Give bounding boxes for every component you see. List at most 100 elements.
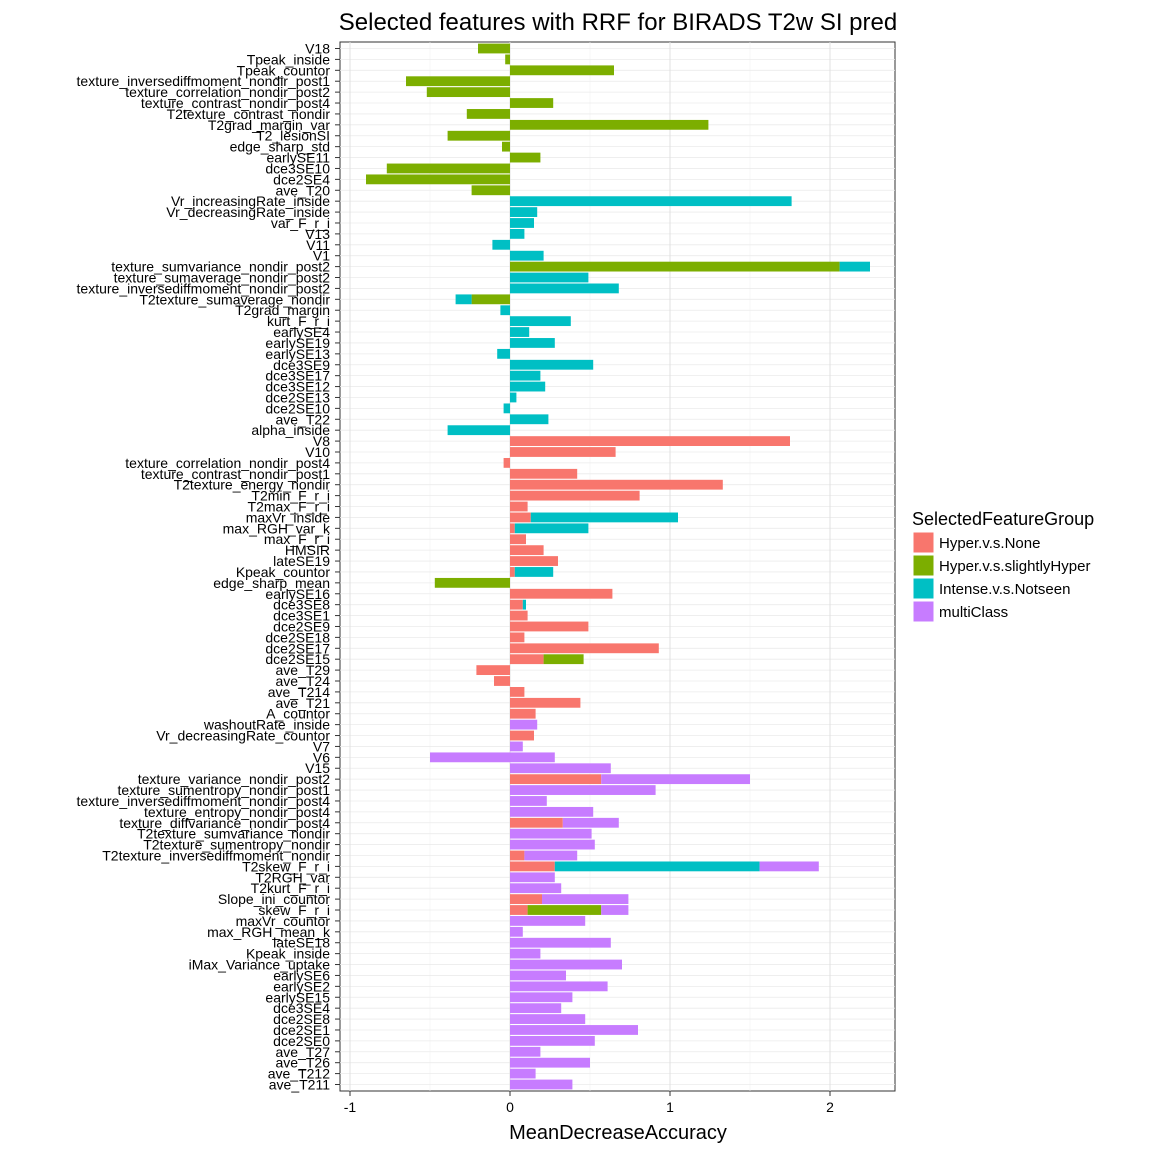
y-tick-label: T2texture_energy_nondir <box>174 477 331 493</box>
y-tick-label: V6 <box>313 749 330 765</box>
bar-segment <box>497 348 510 359</box>
bar-segment <box>500 305 510 316</box>
y-tick-label: maxVr_inside <box>246 509 331 525</box>
bar-segment <box>510 512 531 523</box>
bar-segment <box>466 109 510 119</box>
bar-segment <box>503 457 510 468</box>
bar-segment <box>510 861 555 872</box>
y-tick-label: lateSE19 <box>273 553 330 569</box>
bar-segment <box>510 588 613 599</box>
bar-segment <box>839 261 870 272</box>
bar-segment <box>510 381 546 392</box>
y-tick-label: edge_sharp_mean <box>213 575 330 591</box>
bar-segment <box>510 218 534 228</box>
bar-segment <box>510 414 549 425</box>
bar-segment <box>503 403 510 414</box>
y-tick-label: earlySE11 <box>266 150 330 166</box>
y-tick-label: texture_entropy_nondir_post4 <box>144 804 330 820</box>
bar-segment <box>510 839 595 850</box>
y-tick-label: earlySE2 <box>273 978 330 994</box>
y-tick-label: earlySE19 <box>265 335 330 351</box>
bar-segment <box>542 894 629 905</box>
y-tick-label: texture_sumentropy_nondir_post1 <box>118 782 331 798</box>
y-tick-label: texture_contrast_nondir_post4 <box>141 95 330 111</box>
x-tick-label: 0 <box>506 1099 514 1115</box>
bar-segment <box>510 763 611 774</box>
bar-segment <box>510 1035 595 1046</box>
y-tick-label: Slope_ini_countor <box>218 891 330 907</box>
bar-segment <box>510 632 525 643</box>
y-tick-label: earlySE13 <box>265 346 330 362</box>
bar-segment <box>510 970 566 981</box>
y-tick-label: dce3SE8 <box>273 597 330 613</box>
bar-segment <box>510 894 542 905</box>
y-tick-label: dce3SE4 <box>273 1000 330 1016</box>
x-axis-title: MeanDecreaseAccuracy <box>509 1122 727 1144</box>
y-tick-label: Vr_decreasingRate_countor <box>156 728 330 744</box>
bar-segment <box>510 817 563 828</box>
bar-segment <box>522 599 526 610</box>
bar-segment <box>510 654 544 665</box>
y-tick-label: earlySE15 <box>265 989 330 1005</box>
bar-segment <box>510 1057 590 1068</box>
y-tick-label: V13 <box>305 226 330 242</box>
y-tick-label: T2_lesionSI <box>256 128 330 144</box>
y-tick-label: V1 <box>313 248 330 264</box>
y-tick-label: dce2SE15 <box>265 651 330 667</box>
legend-title: SelectedFeatureGroup <box>912 509 1094 529</box>
bar-segment <box>492 239 510 250</box>
bar-segment <box>510 119 709 130</box>
bar-segment <box>510 436 790 446</box>
bar-segment <box>510 708 536 719</box>
bar-segment <box>510 534 526 545</box>
bar-segment <box>510 730 534 741</box>
y-tick-label: T2grad_margin <box>235 302 330 318</box>
bar-segment <box>510 741 523 752</box>
bar-segment <box>510 392 517 403</box>
y-tick-label: V15 <box>305 760 330 776</box>
y-tick-label: texture_inversediffmoment_nondir_post1 <box>77 73 331 89</box>
bar-segment <box>510 599 523 610</box>
bar-segment <box>510 359 594 370</box>
bar-segment <box>494 676 510 686</box>
bar-segment <box>510 338 555 348</box>
y-tick-label: dce3SE10 <box>265 160 330 176</box>
bar-segment <box>510 98 554 108</box>
y-tick-label: dce2SE13 <box>265 389 330 405</box>
y-tick-label: ave_T26 <box>276 1055 331 1071</box>
bar-segment <box>510 567 515 577</box>
y-tick-label: dce3SE1 <box>273 608 330 624</box>
bar-segment <box>510 447 616 457</box>
bar-segment <box>510 261 840 272</box>
bar-segment <box>562 817 619 828</box>
bar-segment <box>510 643 659 654</box>
x-tick-label: 1 <box>666 1099 674 1115</box>
bar-segment <box>510 523 515 534</box>
y-tick-label: texture_diffvariance_nondir_post4 <box>119 815 330 831</box>
y-tick-label: T2texture_inversediffmoment_nondir <box>102 847 330 863</box>
y-tick-label: dce3SE12 <box>265 379 330 395</box>
bar-segment <box>543 654 584 665</box>
y-tick-label: ave_T21 <box>276 695 331 711</box>
bar-segment <box>510 468 578 479</box>
bar-segment <box>510 196 792 207</box>
legend-label: Hyper.v.s.None <box>939 535 1040 552</box>
bar-segment <box>759 861 819 872</box>
bar-segment <box>455 294 472 305</box>
bar-segment <box>510 479 723 490</box>
bar-segment <box>530 512 678 523</box>
grid-lines <box>340 42 895 1091</box>
bar-segment <box>366 174 510 185</box>
y-tick-label: skew_F_r_i <box>258 902 330 918</box>
y-tick-label: texture_contrast_nondir_post1 <box>141 466 330 482</box>
bar-segment <box>510 916 586 926</box>
y-tick-label: ave_T211 <box>269 1077 330 1093</box>
bar-segment <box>510 981 608 992</box>
bar-segment <box>471 185 510 196</box>
bars <box>366 43 870 1090</box>
bar-segment <box>434 577 510 588</box>
bar-segment <box>510 207 538 217</box>
y-tick-label: dce3SE17 <box>265 368 330 384</box>
y-tick-label: V8 <box>313 433 330 449</box>
y-tick-label: texture_correlation_nondir_post2 <box>125 84 330 100</box>
